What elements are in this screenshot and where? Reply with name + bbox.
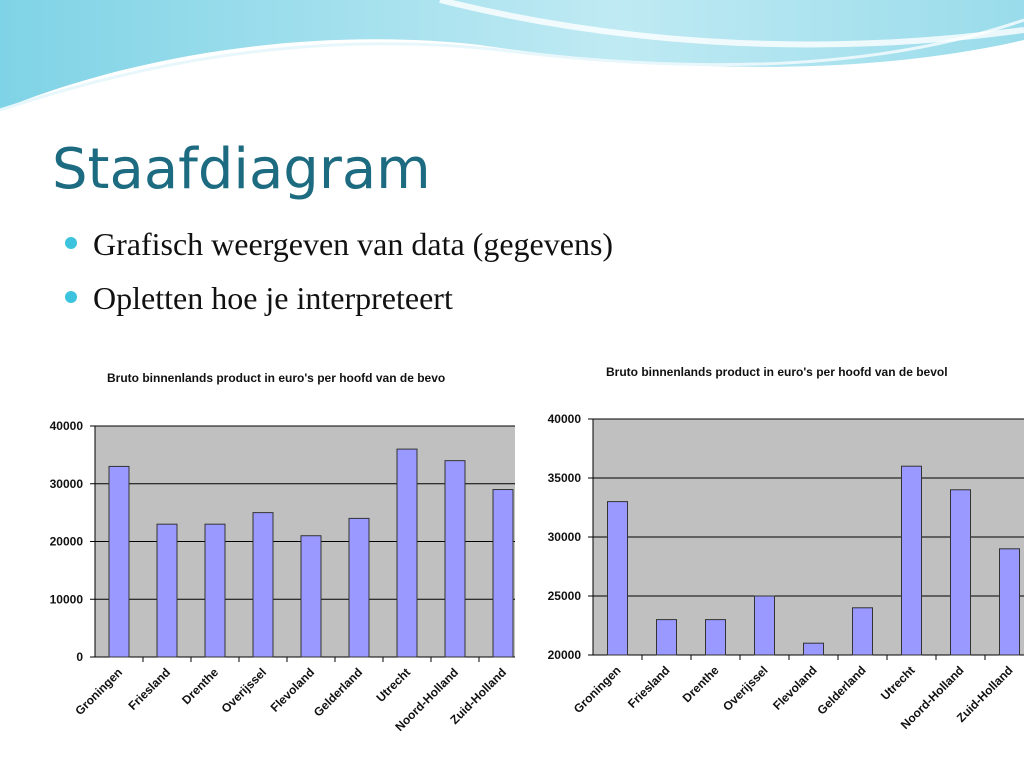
wave-line [439,0,1024,48]
chart-title: Bruto binnenlands product in euro's per … [107,371,445,385]
bullet-dot [65,237,77,249]
bar [656,619,677,656]
bullet-dot [65,291,77,303]
y-tick-label: 35000 [548,471,582,485]
wave-line [0,18,1024,112]
y-tick-label: 30000 [548,530,582,544]
chart-title: Bruto binnenlands product in euro's per … [606,365,948,379]
bar [705,619,726,656]
bar [300,535,322,658]
bar [156,523,178,658]
y-tick-label: 10000 [50,592,84,606]
y-tick-label: 25000 [548,589,582,603]
y-tick-label: 20000 [548,648,582,662]
bar [754,595,775,656]
header-wave [0,0,1024,110]
bar [803,642,824,656]
y-tick-label: 30000 [50,477,84,491]
chart: Bruto binnenlands product in euro's per … [25,355,515,768]
slide-title: Staafdiagram [52,137,431,202]
bar [492,489,514,658]
y-tick-label: 0 [76,650,83,664]
y-tick-label: 40000 [548,412,582,426]
bar [252,512,274,658]
bullet: Grafisch weergeven van data (gegevens) [93,226,613,262]
bar [607,501,628,656]
bar [444,460,466,658]
bar [950,489,971,656]
bar [901,465,922,656]
bar [348,517,370,658]
bar [396,448,418,658]
y-tick-label: 40000 [50,419,84,433]
chart: Bruto binnenlands product in euro's per … [520,350,1024,768]
y-tick-label: 20000 [50,535,84,549]
bar [999,548,1020,656]
bar [204,523,226,658]
bar [852,607,873,656]
bar [108,465,130,658]
bullet: Opletten hoe je interpreteert [93,280,453,316]
